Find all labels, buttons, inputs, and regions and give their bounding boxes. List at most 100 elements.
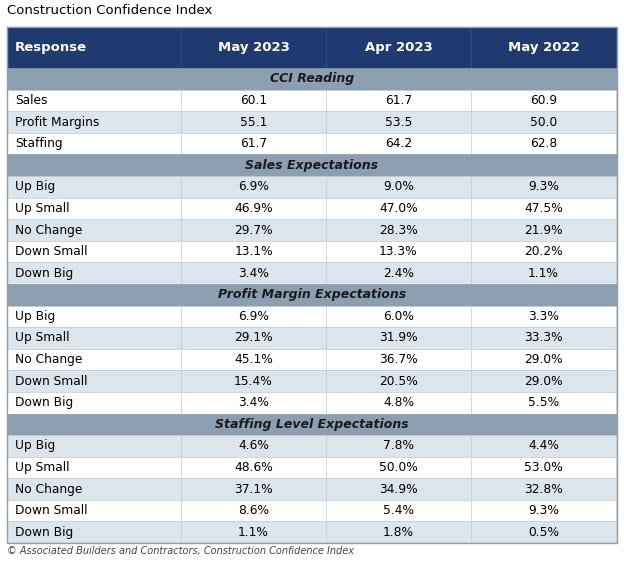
Text: 9.3%: 9.3% — [528, 504, 559, 517]
Text: 33.3%: 33.3% — [524, 332, 563, 344]
Bar — [326, 457, 471, 478]
Text: Up Big: Up Big — [15, 440, 56, 452]
Bar — [7, 478, 181, 500]
Bar — [471, 241, 616, 262]
Text: 4.8%: 4.8% — [383, 396, 414, 409]
Text: 1.1%: 1.1% — [238, 526, 269, 538]
Bar — [181, 90, 326, 111]
Bar — [326, 111, 471, 133]
Text: 29.7%: 29.7% — [234, 224, 273, 236]
Bar — [181, 370, 326, 392]
Text: Down Small: Down Small — [15, 504, 87, 517]
Bar — [326, 27, 471, 68]
Text: 8.6%: 8.6% — [238, 504, 269, 517]
Text: No Change: No Change — [15, 353, 82, 366]
Text: No Change: No Change — [15, 224, 82, 236]
Bar — [471, 176, 616, 198]
Bar — [7, 370, 181, 392]
Text: 53.5: 53.5 — [385, 116, 412, 128]
Bar — [326, 262, 471, 284]
Text: 45.1%: 45.1% — [234, 353, 273, 366]
Text: 4.6%: 4.6% — [238, 440, 269, 452]
Bar — [471, 392, 616, 414]
Bar — [326, 306, 471, 327]
Bar — [326, 327, 471, 349]
Bar — [181, 241, 326, 262]
Bar — [471, 90, 616, 111]
Bar — [181, 392, 326, 414]
Text: 34.9%: 34.9% — [379, 483, 418, 495]
Bar — [471, 133, 616, 154]
Text: 37.1%: 37.1% — [234, 483, 273, 495]
Text: 62.8: 62.8 — [530, 137, 557, 150]
Text: 9.0%: 9.0% — [383, 181, 414, 193]
Text: Down Big: Down Big — [15, 396, 73, 409]
Bar — [471, 327, 616, 349]
Bar — [471, 349, 616, 370]
Bar — [471, 198, 616, 219]
Bar — [7, 90, 181, 111]
Bar — [181, 457, 326, 478]
Bar — [7, 521, 181, 543]
Text: Sales Expectations: Sales Expectations — [245, 159, 379, 172]
Bar — [7, 176, 181, 198]
Text: 20.5%: 20.5% — [379, 375, 418, 387]
Bar — [7, 435, 181, 457]
Text: CCI Reading: CCI Reading — [270, 73, 354, 85]
Text: 60.9: 60.9 — [530, 94, 557, 107]
Text: 3.4%: 3.4% — [238, 267, 269, 279]
Bar — [471, 219, 616, 241]
Bar — [181, 521, 326, 543]
Text: Profit Margins: Profit Margins — [15, 116, 99, 128]
Text: 15.4%: 15.4% — [234, 375, 273, 387]
Bar — [326, 90, 471, 111]
Bar — [326, 176, 471, 198]
Bar — [7, 111, 181, 133]
Bar — [181, 219, 326, 241]
Text: 50.0: 50.0 — [530, 116, 557, 128]
Text: 53.0%: 53.0% — [524, 461, 563, 474]
Bar — [181, 176, 326, 198]
Bar — [471, 262, 616, 284]
Text: Down Big: Down Big — [15, 267, 73, 279]
Bar — [326, 435, 471, 457]
Text: 1.8%: 1.8% — [383, 526, 414, 538]
Bar — [471, 500, 616, 521]
Bar — [181, 133, 326, 154]
Text: May 2022: May 2022 — [507, 41, 579, 54]
Bar — [326, 500, 471, 521]
Bar — [181, 327, 326, 349]
Bar — [7, 27, 181, 68]
Text: Staffing: Staffing — [15, 137, 62, 150]
Bar — [181, 500, 326, 521]
Bar — [326, 521, 471, 543]
Text: 13.3%: 13.3% — [379, 245, 418, 258]
Text: Up Big: Up Big — [15, 310, 56, 323]
Text: 20.2%: 20.2% — [524, 245, 563, 258]
Bar — [7, 414, 617, 435]
Text: 0.5%: 0.5% — [528, 526, 559, 538]
Text: Down Small: Down Small — [15, 375, 87, 387]
Text: Response: Response — [15, 41, 87, 54]
Bar — [181, 478, 326, 500]
Text: 6.9%: 6.9% — [238, 310, 269, 323]
Bar — [7, 284, 617, 306]
Text: 48.6%: 48.6% — [234, 461, 273, 474]
Text: 64.2: 64.2 — [385, 137, 412, 150]
Bar — [7, 198, 181, 219]
Bar — [7, 306, 181, 327]
Text: Apr 2023: Apr 2023 — [364, 41, 432, 54]
Text: 2.4%: 2.4% — [383, 267, 414, 279]
Bar — [326, 133, 471, 154]
Text: Up Small: Up Small — [15, 202, 69, 215]
Text: 61.7: 61.7 — [240, 137, 267, 150]
Text: Sales: Sales — [15, 94, 47, 107]
Text: 46.9%: 46.9% — [234, 202, 273, 215]
Text: Up Big: Up Big — [15, 181, 56, 193]
Text: 3.3%: 3.3% — [528, 310, 559, 323]
Text: Up Small: Up Small — [15, 461, 69, 474]
Bar — [181, 27, 326, 68]
Bar — [181, 111, 326, 133]
Text: 32.8%: 32.8% — [524, 483, 563, 495]
Text: 21.9%: 21.9% — [524, 224, 563, 236]
